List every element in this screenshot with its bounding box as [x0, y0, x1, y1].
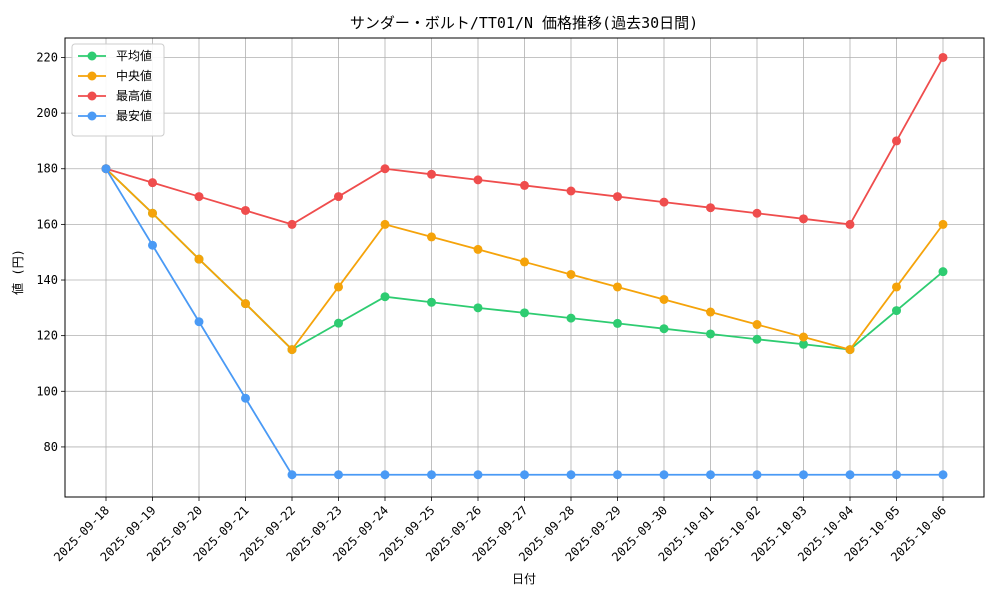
legend-swatch-marker — [87, 71, 97, 81]
data-point — [148, 240, 157, 250]
data-point — [613, 470, 622, 480]
data-point — [566, 470, 576, 480]
data-point — [845, 345, 855, 355]
data-point — [613, 282, 622, 292]
x-axis-label: 日付 — [512, 572, 536, 586]
data-point — [892, 136, 901, 146]
data-point — [520, 470, 529, 480]
y-tick-label: 80 — [44, 440, 58, 454]
data-point — [334, 318, 343, 328]
data-point — [427, 470, 436, 480]
data-point — [194, 254, 204, 264]
data-point — [613, 318, 622, 328]
y-tick-label: 120 — [36, 329, 58, 343]
data-point — [659, 197, 669, 207]
data-point — [938, 267, 948, 277]
data-point — [148, 208, 157, 218]
y-tick-label: 160 — [36, 217, 58, 231]
data-point — [473, 470, 483, 480]
data-point — [241, 393, 250, 403]
data-point — [473, 244, 483, 254]
chart-title: サンダー・ボルト/TT01/N 価格推移(過去30日間) — [350, 14, 698, 32]
data-point — [799, 339, 808, 349]
data-point — [334, 470, 343, 480]
data-point — [938, 52, 948, 62]
data-point — [241, 205, 250, 215]
data-point — [566, 269, 576, 279]
data-point — [380, 292, 390, 302]
data-point — [659, 324, 669, 334]
data-point — [706, 203, 715, 213]
data-point — [938, 470, 948, 480]
legend-swatch-marker — [87, 51, 97, 61]
data-point — [101, 164, 111, 174]
series-1 — [101, 164, 948, 355]
data-point — [752, 208, 762, 218]
legend-label: 最安値 — [116, 108, 152, 123]
data-point — [473, 303, 483, 313]
data-point — [613, 192, 622, 202]
legend-swatch-marker — [87, 91, 97, 101]
data-point — [892, 282, 901, 292]
y-tick-label: 200 — [36, 106, 58, 120]
data-point — [520, 257, 529, 267]
data-point — [380, 219, 390, 229]
series-2 — [101, 52, 948, 229]
data-point — [520, 180, 529, 190]
data-point — [427, 232, 436, 242]
data-point — [706, 329, 715, 339]
data-point — [287, 345, 297, 355]
data-point — [706, 470, 715, 480]
data-point — [241, 299, 250, 309]
data-point — [427, 169, 436, 179]
data-point — [845, 219, 855, 229]
data-point — [566, 313, 576, 323]
y-tick-label: 220 — [36, 50, 58, 64]
y-tick-label: 140 — [36, 273, 58, 287]
data-point — [287, 219, 297, 229]
data-point — [520, 308, 529, 318]
data-point — [892, 470, 901, 480]
data-point — [380, 164, 390, 174]
data-point — [566, 186, 576, 196]
data-point — [194, 317, 204, 327]
legend-label: 平均値 — [116, 48, 152, 63]
axes-layer: 2025-09-182025-09-192025-09-202025-09-21… — [36, 37, 985, 564]
data-point — [938, 219, 948, 229]
data-point — [752, 470, 762, 480]
series-3 — [101, 164, 948, 480]
data-point — [799, 214, 808, 224]
data-point — [334, 282, 343, 292]
data-point — [287, 470, 297, 480]
grid-layer — [65, 38, 984, 497]
data-point — [892, 306, 901, 316]
y-tick-label: 100 — [36, 384, 58, 398]
data-point — [799, 470, 808, 480]
data-point — [659, 294, 669, 304]
data-point — [380, 470, 390, 480]
y-axis-label: 値 (円) — [10, 249, 25, 295]
legend-label: 最高値 — [116, 88, 152, 103]
data-point — [194, 192, 204, 202]
data-point — [427, 297, 436, 307]
data-point — [799, 332, 808, 342]
data-point — [659, 470, 669, 480]
series-layer — [101, 52, 948, 480]
data-point — [148, 178, 157, 188]
legend-label: 中央値 — [116, 68, 152, 83]
data-point — [473, 175, 483, 185]
data-point — [706, 307, 715, 317]
legend-swatch-marker — [87, 111, 97, 121]
plot-frame — [64, 37, 985, 498]
data-point — [752, 320, 762, 330]
data-point — [845, 470, 855, 480]
y-tick-label: 180 — [36, 162, 58, 176]
data-point — [334, 192, 343, 202]
data-point — [752, 334, 762, 344]
